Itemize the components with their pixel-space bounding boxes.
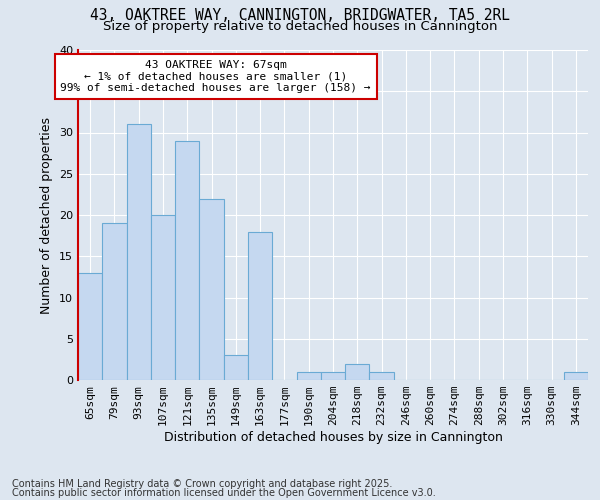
Bar	[102, 223, 127, 380]
Bar	[127, 124, 151, 380]
Y-axis label: Number of detached properties: Number of detached properties	[40, 116, 53, 314]
Bar	[248, 232, 272, 380]
Bar	[199, 198, 224, 380]
Bar	[345, 364, 370, 380]
Bar	[224, 355, 248, 380]
Text: Contains HM Land Registry data © Crown copyright and database right 2025.: Contains HM Land Registry data © Crown c…	[12, 479, 392, 489]
Bar	[175, 141, 199, 380]
Text: Size of property relative to detached houses in Cannington: Size of property relative to detached ho…	[103, 20, 497, 33]
Bar	[370, 372, 394, 380]
Text: Contains public sector information licensed under the Open Government Licence v3: Contains public sector information licen…	[12, 488, 436, 498]
Bar	[564, 372, 588, 380]
Bar	[321, 372, 345, 380]
Text: 43 OAKTREE WAY: 67sqm
← 1% of detached houses are smaller (1)
99% of semi-detach: 43 OAKTREE WAY: 67sqm ← 1% of detached h…	[61, 60, 371, 93]
Bar	[78, 273, 102, 380]
Text: 43, OAKTREE WAY, CANNINGTON, BRIDGWATER, TA5 2RL: 43, OAKTREE WAY, CANNINGTON, BRIDGWATER,…	[90, 8, 510, 22]
X-axis label: Distribution of detached houses by size in Cannington: Distribution of detached houses by size …	[164, 431, 502, 444]
Bar	[296, 372, 321, 380]
Bar	[151, 215, 175, 380]
